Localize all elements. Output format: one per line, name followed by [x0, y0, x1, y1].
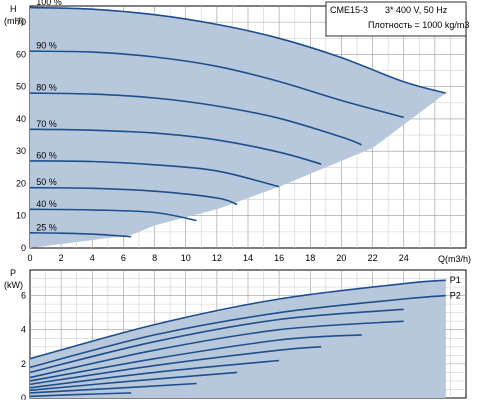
x-tick-label: 18: [305, 253, 315, 263]
series-label: 90 %: [36, 41, 57, 51]
x-tick-label: 14: [243, 253, 253, 263]
info-box: [325, 1, 467, 37]
series-label: P1: [450, 275, 461, 285]
y-tick-label: 6: [21, 291, 26, 301]
y-tick-label: 2: [21, 359, 26, 369]
y-tick-label: 0: [21, 393, 26, 400]
head-curve-labels: 100 % 90 % 80 % 70 % 60 % 50 % 40 % 25 %: [36, 0, 62, 232]
series-line: [29, 294, 446, 369]
y-tick-label: 30: [16, 146, 26, 156]
power-axis-unit: (kW): [4, 280, 23, 290]
x-tick-label: 6: [121, 253, 126, 263]
series-line: [29, 346, 322, 386]
x-tick-label: 8: [152, 253, 157, 263]
x-tick-label: 20: [336, 253, 346, 263]
x-tick-label: 12: [212, 253, 222, 263]
y-tick-label: 20: [16, 178, 26, 188]
x-tick-label: 10: [181, 253, 191, 263]
series-line: [29, 50, 404, 119]
series-label: 25 %: [36, 222, 57, 232]
power-supply: 3* 400 V, 50 Hz: [385, 5, 448, 15]
power-axis-label: P: [10, 268, 16, 278]
head-y-tick-labels: 0 10 20 30 40 50 60 70: [16, 17, 26, 253]
x-tick-labels: 0 2 4 6 8 10 12 14 16 18 20 22 24: [27, 253, 408, 263]
x-tick-label: 22: [368, 253, 378, 263]
series-line: [29, 334, 362, 382]
density-label: Плотность = 1000 kg/m3: [368, 20, 469, 30]
head-curves: [29, 6, 447, 238]
series-line: [29, 308, 404, 374]
series-line: [29, 160, 280, 188]
y-tick-label: 60: [16, 49, 26, 59]
y-tick-label: 10: [16, 211, 26, 221]
series-line: [29, 186, 238, 206]
head-axis-label: H: [10, 4, 17, 14]
series-line: [29, 392, 132, 398]
flow-axis-label: Q(m3/h): [438, 254, 471, 264]
series-label: 70 %: [36, 119, 57, 129]
series-line: [29, 320, 404, 379]
y-tick-label: 4: [21, 325, 26, 335]
series-label: 80 %: [36, 83, 57, 93]
series-label: P2: [450, 291, 461, 301]
y-tick-label: 70: [16, 17, 26, 27]
x-tick-label: 0: [27, 253, 32, 263]
series-line: [29, 279, 446, 360]
series-line: [29, 92, 362, 146]
series-line: [29, 359, 280, 389]
power-curves: [29, 279, 446, 398]
x-tick-label: 2: [59, 253, 64, 263]
series-label: 50 %: [36, 177, 57, 187]
pump-model: CME15-3: [330, 5, 368, 15]
x-tick-label: 4: [90, 253, 95, 263]
series-label: 60 %: [36, 150, 57, 160]
x-tick-label: 24: [399, 253, 409, 263]
head-axis-unit: (mH): [4, 16, 24, 26]
series-label: 40 %: [36, 199, 57, 209]
power-flow-chart: P1 P2 0 2 4 6 P (kW): [4, 268, 467, 400]
series-line: [29, 382, 197, 394]
series-line: [29, 232, 132, 238]
power-curve-labels: P1 P2: [450, 275, 461, 300]
series-line: [29, 128, 322, 165]
series-label: 100 %: [36, 0, 62, 7]
series-line: [29, 208, 197, 222]
y-tick-label: 40: [16, 114, 26, 124]
head-operating-area: [30, 7, 446, 248]
series-line: [29, 6, 447, 94]
series-line: [29, 371, 238, 392]
x-tick-label: 16: [274, 253, 284, 263]
y-tick-label: 50: [16, 82, 26, 92]
y-tick-label: 0: [21, 243, 26, 253]
power-y-tick-labels: 0 2 4 6: [21, 291, 26, 400]
